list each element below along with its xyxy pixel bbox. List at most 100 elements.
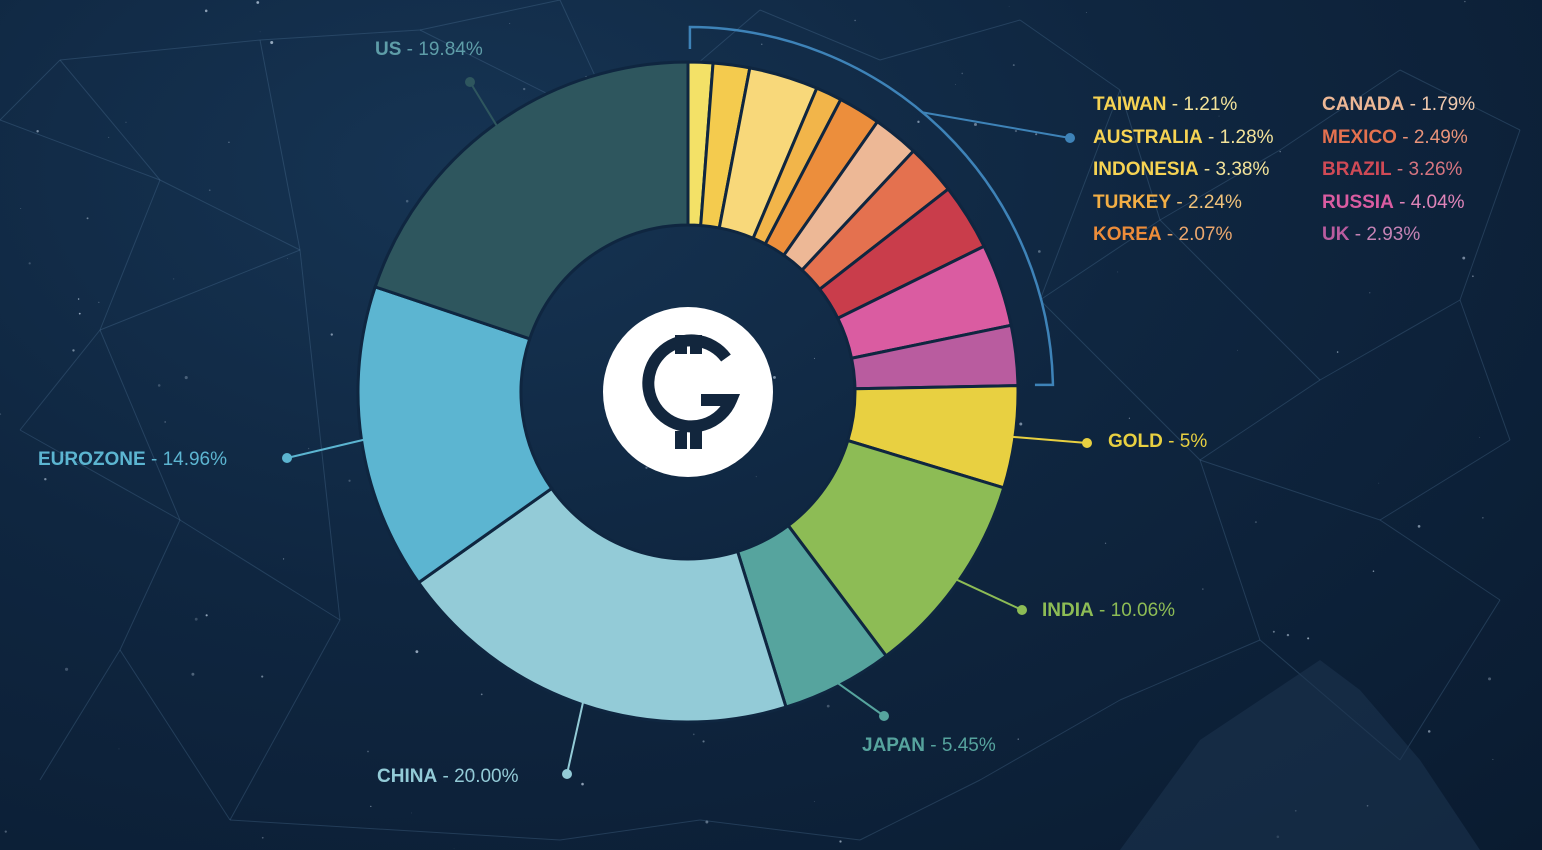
network-line xyxy=(1119,89,1161,221)
leader-line-china xyxy=(566,700,585,775)
star-dot xyxy=(1237,349,1239,351)
star-dot xyxy=(282,558,285,560)
star-dot xyxy=(4,830,7,833)
star-dot xyxy=(1128,417,1130,419)
star-dot xyxy=(256,1,260,4)
donut-slices xyxy=(356,60,1020,724)
star-dot xyxy=(0,413,2,415)
star-dot xyxy=(1279,150,1281,153)
star-dot xyxy=(98,301,100,303)
label-value: 14.96% xyxy=(162,449,228,470)
leader-dot-us xyxy=(465,77,475,87)
star-dot xyxy=(286,258,288,259)
star-dot xyxy=(961,72,964,75)
star-dot xyxy=(1012,64,1015,67)
bracket-leader xyxy=(922,111,1071,139)
star-dot xyxy=(204,9,208,13)
mountain-silhouette xyxy=(1120,660,1480,850)
network-line xyxy=(1459,299,1511,441)
star-dot xyxy=(1035,133,1038,136)
network-line xyxy=(229,819,561,841)
star-dot xyxy=(1104,542,1107,544)
network-line xyxy=(299,249,341,621)
leader-line-japan xyxy=(835,681,885,717)
star-dot xyxy=(581,782,584,786)
star-dot xyxy=(1038,250,1041,253)
star-dot xyxy=(157,384,161,387)
network-line xyxy=(119,649,231,821)
star-dot xyxy=(370,805,372,808)
leader-dot-china xyxy=(562,769,572,779)
callout-label-china: CHINA - 20.00% xyxy=(377,767,519,786)
label-name: TAIWAN xyxy=(1093,94,1167,115)
star-dot xyxy=(1085,11,1087,13)
star-dot xyxy=(1272,630,1275,633)
star-dot xyxy=(1472,275,1474,278)
label-name: JAPAN xyxy=(862,735,925,756)
star-dot xyxy=(1008,6,1010,7)
network-line xyxy=(1319,299,1461,381)
star-dot xyxy=(1464,0,1466,3)
star-dot xyxy=(261,675,264,678)
network-line xyxy=(1379,439,1511,521)
star-dot xyxy=(28,262,31,265)
leader-dot-gold xyxy=(1082,438,1092,448)
star-dot xyxy=(1336,351,1339,353)
legend-label-taiwan: TAIWAN - 1.21% xyxy=(1093,95,1237,114)
network-line xyxy=(59,39,261,61)
star-dot xyxy=(415,650,419,654)
legend-label-korea: KOREA - 2.07% xyxy=(1093,225,1232,244)
star-dot xyxy=(191,672,195,676)
legend-label-australia: AUSTRALIA - 1.28% xyxy=(1093,128,1274,147)
star-dot xyxy=(1479,436,1480,438)
label-separator: - xyxy=(1202,126,1220,148)
network-line xyxy=(179,519,341,621)
center-logo xyxy=(603,307,773,477)
network-line xyxy=(419,0,561,31)
network-line xyxy=(99,329,181,521)
star-dot xyxy=(1378,482,1380,484)
star-dot xyxy=(705,820,709,824)
leader-line-gold xyxy=(1010,435,1088,444)
star-dot xyxy=(1117,271,1119,273)
star-dot xyxy=(72,349,75,352)
label-name: MEXICO xyxy=(1322,126,1397,148)
star-dot xyxy=(1488,677,1492,681)
star-dot xyxy=(480,693,483,696)
label-value: 10.06% xyxy=(1110,600,1176,621)
label-separator: - xyxy=(1166,94,1184,115)
star-dot xyxy=(77,298,80,300)
star-dot xyxy=(1482,517,1484,519)
network-line xyxy=(1199,459,1261,641)
star-dot xyxy=(755,476,757,478)
star-dot xyxy=(270,41,274,45)
network-line xyxy=(159,179,301,251)
network-line xyxy=(1399,599,1501,761)
label-separator: - xyxy=(1198,159,1216,180)
star-dot xyxy=(955,84,956,85)
network-line xyxy=(39,649,121,781)
star-dot xyxy=(509,23,511,24)
label-name: TURKEY xyxy=(1093,191,1172,213)
star-dot xyxy=(761,43,763,45)
network-line xyxy=(119,519,181,651)
star-dot xyxy=(839,840,842,843)
label-name: INDONESIA xyxy=(1093,159,1199,180)
label-separator: - xyxy=(1171,191,1189,213)
star-dot xyxy=(184,376,188,380)
network-line xyxy=(0,119,161,181)
network-line xyxy=(59,59,161,181)
network-line xyxy=(859,779,981,841)
network-line xyxy=(879,19,1021,61)
star-dot xyxy=(64,667,69,671)
label-name: EUROZONE xyxy=(38,449,146,470)
network-line xyxy=(0,59,61,121)
label-separator: - xyxy=(1396,126,1414,148)
label-separator: - xyxy=(145,449,163,470)
label-separator: - xyxy=(1162,431,1180,452)
star-dot xyxy=(20,208,22,209)
star-dot xyxy=(974,122,977,126)
network-line xyxy=(229,619,341,821)
network-line xyxy=(1019,19,1121,91)
